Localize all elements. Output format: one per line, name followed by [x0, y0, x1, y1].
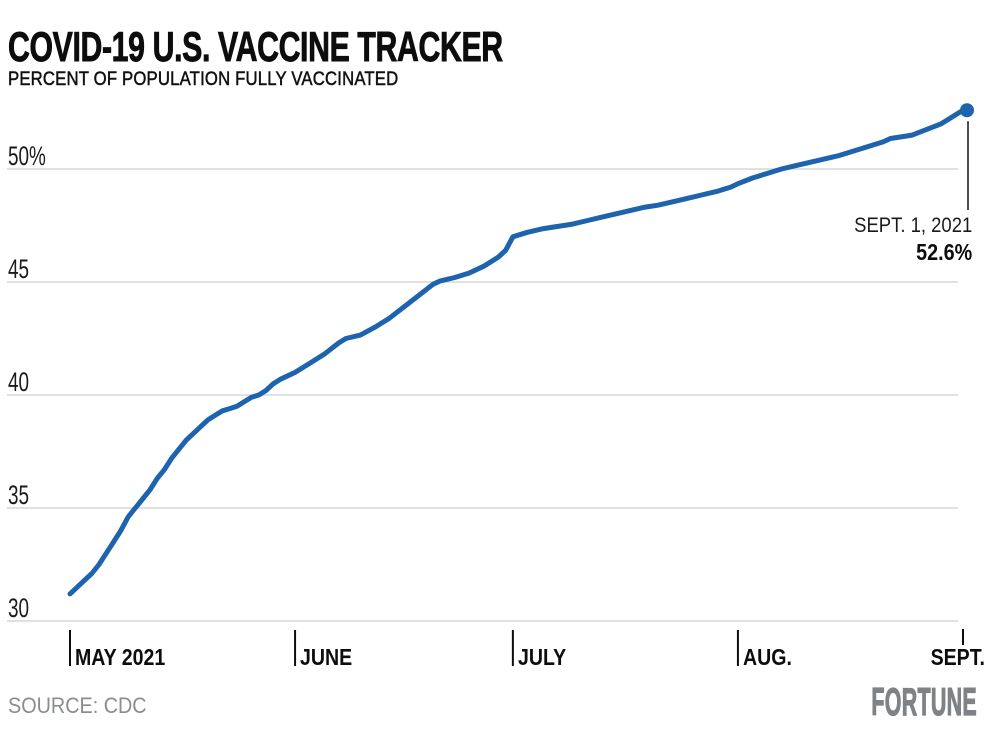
y-axis-label: 40 [8, 367, 30, 397]
chart-title: COVID-19 U.S. VACCINE TRACKER [8, 23, 504, 70]
vaccination-rate-line [67, 107, 966, 597]
y-axis-label: 35 [8, 480, 30, 510]
chart-subtitle: PERCENT OF POPULATION FULLY VACCINATED [8, 69, 399, 90]
fortune-logo: FORTUNE [871, 681, 977, 724]
y-axis-label: 45 [8, 254, 30, 284]
x-axis-label: MAY 2021 [75, 644, 166, 670]
source-credit: SOURCE: CDC [8, 693, 147, 718]
x-axis-label: SEPT. [930, 644, 985, 670]
annotation-date-label: SEPT. 1, 2021 [853, 214, 972, 237]
y-axis-label: 50% [8, 141, 46, 171]
endpoint-annotation: SEPT. 1, 2021 52.6% [838, 213, 972, 265]
y-axis-label: 30 [8, 593, 30, 623]
x-axis-label: JUNE [300, 644, 353, 670]
annotation-value-label: 52.6% [915, 239, 972, 265]
x-axis-label: JULY [517, 644, 567, 670]
x-axis-label: AUG. [742, 644, 792, 670]
endpoint-dot [960, 103, 974, 118]
